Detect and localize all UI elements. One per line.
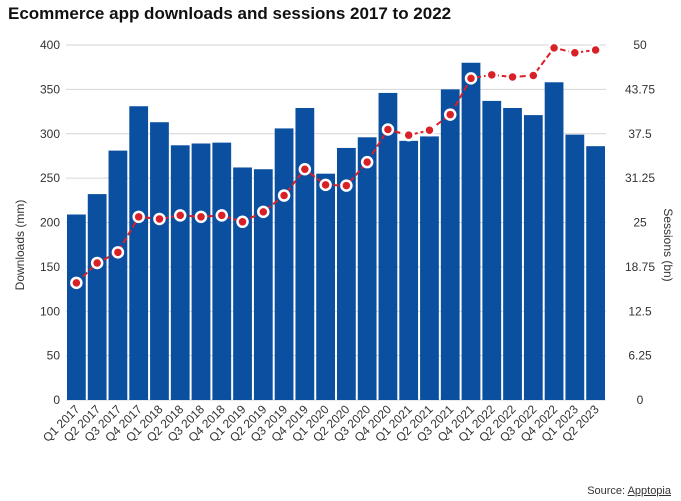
sessions-point: [547, 41, 561, 55]
left-tick-label: 50: [47, 349, 61, 363]
right-axis-title: Sessions (bn): [661, 208, 675, 281]
sessions-point: [423, 123, 436, 137]
sessions-point: [360, 155, 374, 169]
downloads-bar: [337, 147, 356, 400]
downloads-bar: [357, 137, 377, 401]
sessions-point: [568, 46, 582, 60]
downloads-bar: [544, 82, 564, 401]
right-tick-label: 37.5: [628, 127, 652, 141]
sessions-point: [194, 210, 208, 224]
sessions-point: [70, 276, 83, 290]
sessions-point: [298, 163, 312, 176]
downloads-bar: [482, 100, 502, 400]
sessions-point: [340, 179, 353, 192]
downloads-bar: [108, 150, 128, 400]
sessions-point: [402, 128, 415, 142]
downloads-bar: [420, 136, 439, 400]
right-axis-ticks: 0 6.25 12.5 18.75 25 31.25 37.5 43.75 50: [625, 38, 655, 407]
downloads-bar: [170, 145, 190, 400]
downloads-bar: [212, 142, 232, 400]
right-tick-label: 50: [633, 38, 647, 52]
downloads-bar: [378, 92, 398, 401]
downloads-bar: [399, 140, 419, 400]
downloads-bar: [586, 146, 605, 400]
downloads-bar: [316, 173, 335, 400]
right-tick-label: 6.25: [628, 349, 652, 363]
sessions-point: [485, 68, 499, 82]
chart-title: Ecommerce app downloads and sessions 201…: [8, 4, 452, 23]
source-line: Source: Apptopia: [587, 485, 671, 497]
left-tick-label: 0: [53, 393, 60, 407]
left-tick-label: 100: [40, 304, 60, 318]
source-link[interactable]: Apptopia: [627, 485, 671, 497]
downloads-bar: [274, 128, 294, 401]
downloads-bar: [253, 169, 273, 400]
sessions-point: [236, 215, 249, 229]
downloads-bar: [503, 108, 522, 400]
sessions-point: [506, 70, 519, 84]
downloads-bar: [67, 214, 86, 400]
sessions-point: [381, 123, 395, 136]
right-tick-label: 18.75: [625, 260, 655, 274]
left-tick-label: 350: [40, 82, 60, 96]
left-tick-label: 300: [40, 127, 60, 141]
sessions-point: [111, 246, 125, 259]
sessions-point: [527, 69, 540, 82]
sessions-point: [319, 178, 332, 192]
right-tick-label: 43.75: [625, 82, 655, 96]
downloads-bar: [129, 106, 149, 401]
downloads-bar: [461, 62, 481, 400]
sessions-point: [215, 209, 229, 222]
sessions-point: [132, 210, 145, 224]
downloads-bars: [67, 62, 605, 401]
right-tick-label: 25: [633, 216, 647, 230]
downloads-bar: [150, 122, 169, 401]
sessions-point: [464, 72, 478, 85]
downloads-bar: [87, 194, 107, 400]
sessions-point: [589, 43, 602, 57]
downloads-bar: [565, 134, 585, 400]
sessions-point: [443, 108, 457, 121]
right-tick-label: 31.25: [625, 171, 655, 185]
downloads-bar: [233, 167, 252, 400]
downloads-bar: [295, 108, 315, 400]
sessions-line-series: [70, 41, 602, 290]
sessions-point: [153, 212, 166, 226]
left-tick-label: 250: [40, 171, 60, 185]
source-label: Source:: [587, 485, 626, 497]
sessions-point: [257, 205, 270, 219]
left-tick-label: 400: [40, 38, 60, 52]
downloads-bar: [440, 89, 460, 400]
right-tick-label: 0: [637, 393, 644, 407]
left-tick-label: 200: [40, 216, 60, 230]
left-axis-ticks: 0 50 100 150 200 250 300 350 400: [40, 38, 60, 407]
left-tick-label: 150: [40, 260, 60, 274]
sessions-point: [90, 256, 104, 270]
downloads-bar: [191, 143, 211, 400]
downloads-bar: [523, 115, 543, 401]
left-axis-title: Downloads (mm): [13, 200, 27, 291]
right-tick-label: 12.5: [628, 304, 652, 318]
sessions-point: [173, 209, 187, 222]
sessions-point: [277, 189, 291, 202]
